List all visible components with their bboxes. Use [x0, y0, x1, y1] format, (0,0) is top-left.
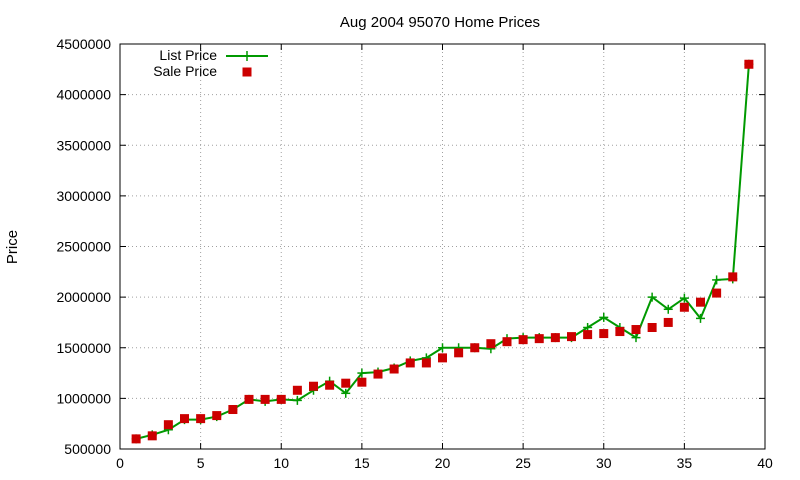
sale-price-point [486, 339, 496, 349]
sale-price-point [599, 329, 609, 339]
sale-price-point [502, 337, 512, 347]
sale-price-point [567, 332, 576, 342]
sale-price-point [421, 358, 431, 368]
sale-price-point [728, 272, 738, 282]
x-tick-label: 10 [273, 455, 289, 471]
list-price-point [647, 292, 657, 302]
list-price-point [712, 275, 722, 285]
legend-label-sale-price: Sale Price [153, 63, 217, 79]
list-price-point [663, 304, 673, 314]
sale-price-point [438, 353, 447, 363]
sale-price-point [534, 334, 544, 344]
y-tick-label: 2000000 [56, 289, 111, 305]
x-tick-label: 40 [757, 455, 773, 471]
sale-price-point [712, 288, 722, 298]
sale-price-point [550, 333, 560, 343]
y-axis-title: Price [4, 230, 21, 264]
sale-price-point [260, 394, 270, 404]
list-price-point [599, 312, 609, 322]
x-tick-label: 15 [354, 455, 370, 471]
sale-price-point [631, 325, 641, 335]
y-tick-label: 1500000 [56, 340, 111, 356]
list-price-point [341, 388, 351, 398]
x-tick-label: 5 [197, 455, 205, 471]
sale-price-point [131, 434, 141, 444]
sale-price-point [744, 59, 754, 69]
x-tick-label: 20 [435, 455, 451, 471]
list-price-point [696, 313, 705, 323]
sale-price-point [180, 414, 189, 424]
sale-price-point [147, 431, 157, 441]
x-tick-label: 35 [677, 455, 693, 471]
y-tick-label: 1000000 [56, 390, 111, 406]
list-price-point [438, 343, 447, 353]
sale-price-point [454, 348, 464, 358]
sale-price-point [196, 414, 206, 424]
sale-price-point [163, 420, 173, 430]
list-price-point [631, 333, 641, 343]
legend: List Price Sale Price [153, 47, 268, 79]
sale-price-point [679, 302, 689, 312]
x-tick-label: 30 [596, 455, 612, 471]
x-tick-label: 0 [116, 455, 124, 471]
sale-price-point [341, 378, 351, 388]
sale-price-point [518, 335, 528, 345]
series-layer [131, 59, 754, 444]
legend-marker-list-price [242, 51, 252, 61]
sale-price-point [663, 317, 673, 327]
gridlines [120, 44, 765, 449]
sale-price-point [405, 358, 415, 368]
sale-price-point [373, 369, 383, 379]
sale-price-point [276, 394, 286, 404]
y-tick-label: 500000 [64, 441, 111, 457]
sale-price-point [357, 377, 367, 387]
sale-price-point [212, 411, 222, 421]
sale-price-point [309, 381, 318, 391]
sale-price-point [647, 323, 657, 332]
y-tick-label: 3500000 [56, 137, 111, 153]
sale-price-point [389, 364, 399, 374]
list-price-point [357, 368, 367, 378]
sale-price-point [470, 343, 480, 353]
legend-marker-sale-price [242, 67, 252, 77]
sale-price-point [696, 297, 705, 307]
axis-ticks: 0 5 10 15 20 25 30 35 40 500000 1000000 1500000 2000… [56, 36, 773, 471]
sale-price-point [325, 380, 335, 390]
legend-label-list-price: List Price [159, 47, 217, 63]
y-tick-label: 4000000 [56, 87, 111, 103]
y-tick-label: 3000000 [56, 188, 111, 204]
sale-price-point [583, 330, 593, 340]
sale-price-point [244, 394, 254, 404]
chart-title: Aug 2004 95070 Home Prices [340, 14, 540, 31]
sale-price-point [228, 405, 238, 415]
list-price-point [292, 395, 302, 405]
sale-price-point [292, 385, 302, 395]
y-tick-label: 2500000 [56, 239, 111, 255]
sale-price-point [615, 327, 625, 337]
y-tick-label: 4500000 [56, 36, 111, 52]
list-price-point [679, 293, 689, 303]
plot-frame [119, 43, 766, 450]
x-tick-label: 25 [515, 455, 531, 471]
